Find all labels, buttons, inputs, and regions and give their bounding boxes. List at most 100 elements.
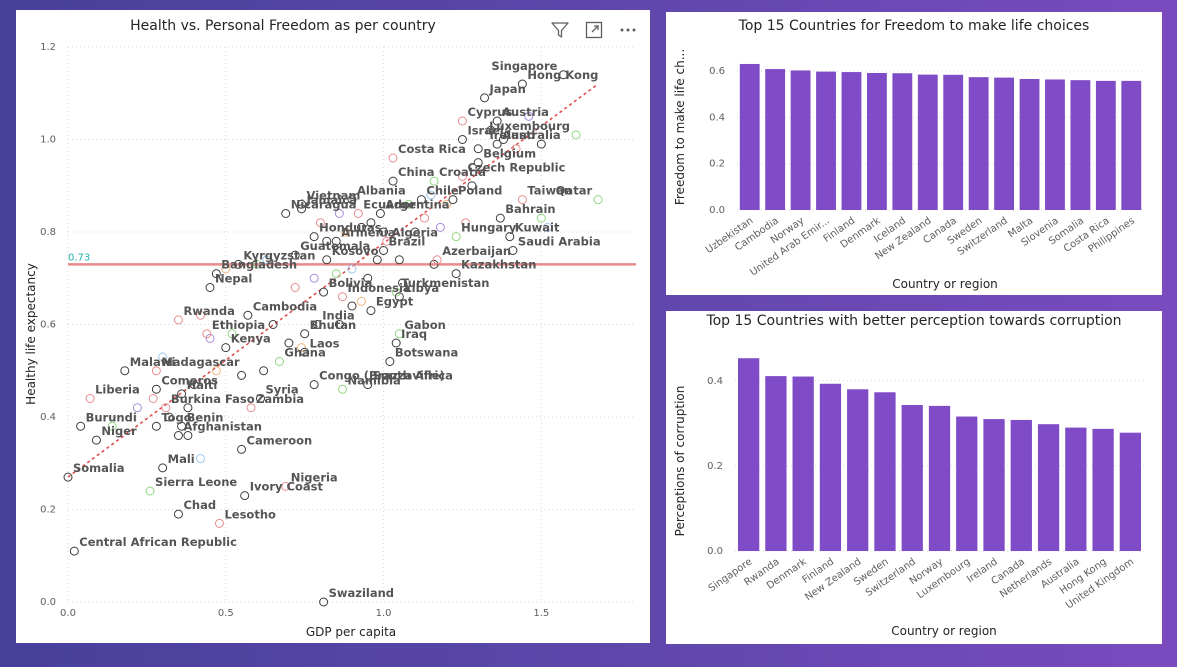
- scatter-point[interactable]: [132, 403, 142, 413]
- scatter-point[interactable]: [426, 190, 436, 200]
- scatter-point[interactable]: [492, 139, 502, 149]
- scatter-point[interactable]: [158, 352, 168, 362]
- scatter-point[interactable]: [221, 264, 231, 274]
- scatter-point[interactable]: [196, 454, 206, 464]
- scatter-point[interactable]: [151, 366, 161, 376]
- scatter-point[interactable]: [158, 463, 168, 473]
- scatter-point[interactable]: [69, 546, 79, 556]
- scatter-point[interactable]: [331, 236, 341, 246]
- scatter-point[interactable]: [281, 209, 291, 218]
- scatter-point[interactable]: [517, 195, 527, 205]
- scatter-point[interactable]: [76, 421, 86, 431]
- scatter-point[interactable]: [416, 195, 426, 205]
- scatter-point[interactable]: [173, 431, 183, 440]
- corruption-bar[interactable]: [901, 405, 923, 551]
- scatter-point[interactable]: [274, 357, 284, 366]
- scatter-point[interactable]: [255, 394, 265, 403]
- freedom-bar[interactable]: [1019, 79, 1040, 210]
- freedom-bar[interactable]: [943, 74, 964, 210]
- scatter-point[interactable]: [442, 199, 452, 209]
- scatter-point[interactable]: [397, 278, 407, 288]
- scatter-point[interactable]: [284, 338, 294, 348]
- scatter-point[interactable]: [173, 315, 183, 325]
- scatter-point[interactable]: [322, 236, 332, 246]
- freedom-bar[interactable]: [739, 63, 760, 211]
- scatter-point[interactable]: [290, 250, 300, 260]
- scatter-point[interactable]: [322, 255, 332, 265]
- scatter-point[interactable]: [312, 320, 322, 329]
- scatter-point[interactable]: [177, 421, 187, 431]
- scatter-point[interactable]: [290, 283, 300, 292]
- scatter-point[interactable]: [281, 481, 291, 491]
- scatter-point[interactable]: [410, 227, 420, 237]
- scatter-point[interactable]: [461, 218, 471, 228]
- freedom-bar[interactable]: [790, 70, 811, 210]
- focus-mode-icon[interactable]: [584, 20, 604, 40]
- corruption-bar[interactable]: [1065, 427, 1087, 551]
- scatter-point[interactable]: [536, 139, 546, 149]
- scatter-point[interactable]: [429, 176, 439, 186]
- scatter-point[interactable]: [498, 135, 508, 144]
- scatter-point[interactable]: [240, 491, 250, 501]
- scatter-point[interactable]: [341, 227, 351, 237]
- scatter-point[interactable]: [300, 347, 310, 357]
- freedom-bar[interactable]: [892, 73, 913, 211]
- corruption-bar[interactable]: [792, 376, 814, 551]
- scatter-point[interactable]: [432, 255, 442, 265]
- corruption-bar[interactable]: [983, 419, 1005, 551]
- scatter-point[interactable]: [505, 232, 515, 242]
- scatter-point[interactable]: [237, 370, 247, 380]
- scatter-point[interactable]: [120, 366, 130, 376]
- scatter-point[interactable]: [334, 209, 344, 218]
- scatter-point[interactable]: [85, 394, 95, 403]
- freedom-bar[interactable]: [816, 71, 836, 210]
- freedom-bar[interactable]: [866, 72, 887, 210]
- scatter-point[interactable]: [309, 232, 319, 242]
- scatter-point[interactable]: [151, 384, 161, 394]
- scatter-point[interactable]: [517, 79, 527, 89]
- freedom-bar[interactable]: [968, 77, 989, 210]
- scatter-point[interactable]: [372, 255, 382, 265]
- scatter-point[interactable]: [366, 218, 376, 228]
- corruption-bar[interactable]: [819, 383, 842, 551]
- scatter-point[interactable]: [262, 255, 272, 265]
- scatter-point[interactable]: [394, 329, 404, 339]
- scatter-point[interactable]: [297, 204, 307, 214]
- scatter-point[interactable]: [243, 310, 253, 320]
- scatter-point[interactable]: [259, 366, 269, 376]
- scatter-point[interactable]: [451, 232, 461, 242]
- scatter-point[interactable]: [300, 329, 310, 339]
- scatter-point[interactable]: [495, 213, 505, 223]
- scatter-point[interactable]: [177, 389, 187, 399]
- scatter-point[interactable]: [338, 384, 348, 394]
- freedom-bar[interactable]: [1121, 80, 1142, 210]
- scatter-point[interactable]: [356, 296, 366, 306]
- scatter-point[interactable]: [486, 125, 496, 135]
- scatter-point[interactable]: [388, 176, 398, 186]
- scatter-point[interactable]: [227, 329, 237, 339]
- scatter-point[interactable]: [363, 380, 373, 390]
- corruption-bar[interactable]: [928, 405, 951, 551]
- freedom-bar[interactable]: [765, 69, 786, 210]
- scatter-point[interactable]: [448, 195, 458, 205]
- scatter-point[interactable]: [246, 403, 256, 413]
- scatter-point[interactable]: [183, 403, 193, 413]
- scatter-point[interactable]: [173, 509, 183, 519]
- scatter-point[interactable]: [205, 333, 215, 343]
- scatter-point[interactable]: [347, 301, 357, 311]
- scatter-point[interactable]: [331, 269, 341, 279]
- scatter-point[interactable]: [451, 269, 461, 279]
- scatter-point[interactable]: [375, 209, 385, 218]
- scatter-point[interactable]: [338, 292, 348, 302]
- scatter-point[interactable]: [164, 412, 174, 422]
- freedom-bar[interactable]: [1070, 80, 1091, 210]
- scatter-point[interactable]: [319, 597, 329, 607]
- scatter-point[interactable]: [297, 199, 307, 209]
- scatter-point[interactable]: [211, 366, 221, 376]
- scatter-point[interactable]: [435, 222, 445, 232]
- corruption-bar[interactable]: [1119, 432, 1142, 551]
- scatter-point[interactable]: [366, 306, 376, 316]
- scatter-point[interactable]: [319, 287, 329, 297]
- scatter-point[interactable]: [151, 421, 161, 431]
- scatter-point[interactable]: [593, 195, 603, 205]
